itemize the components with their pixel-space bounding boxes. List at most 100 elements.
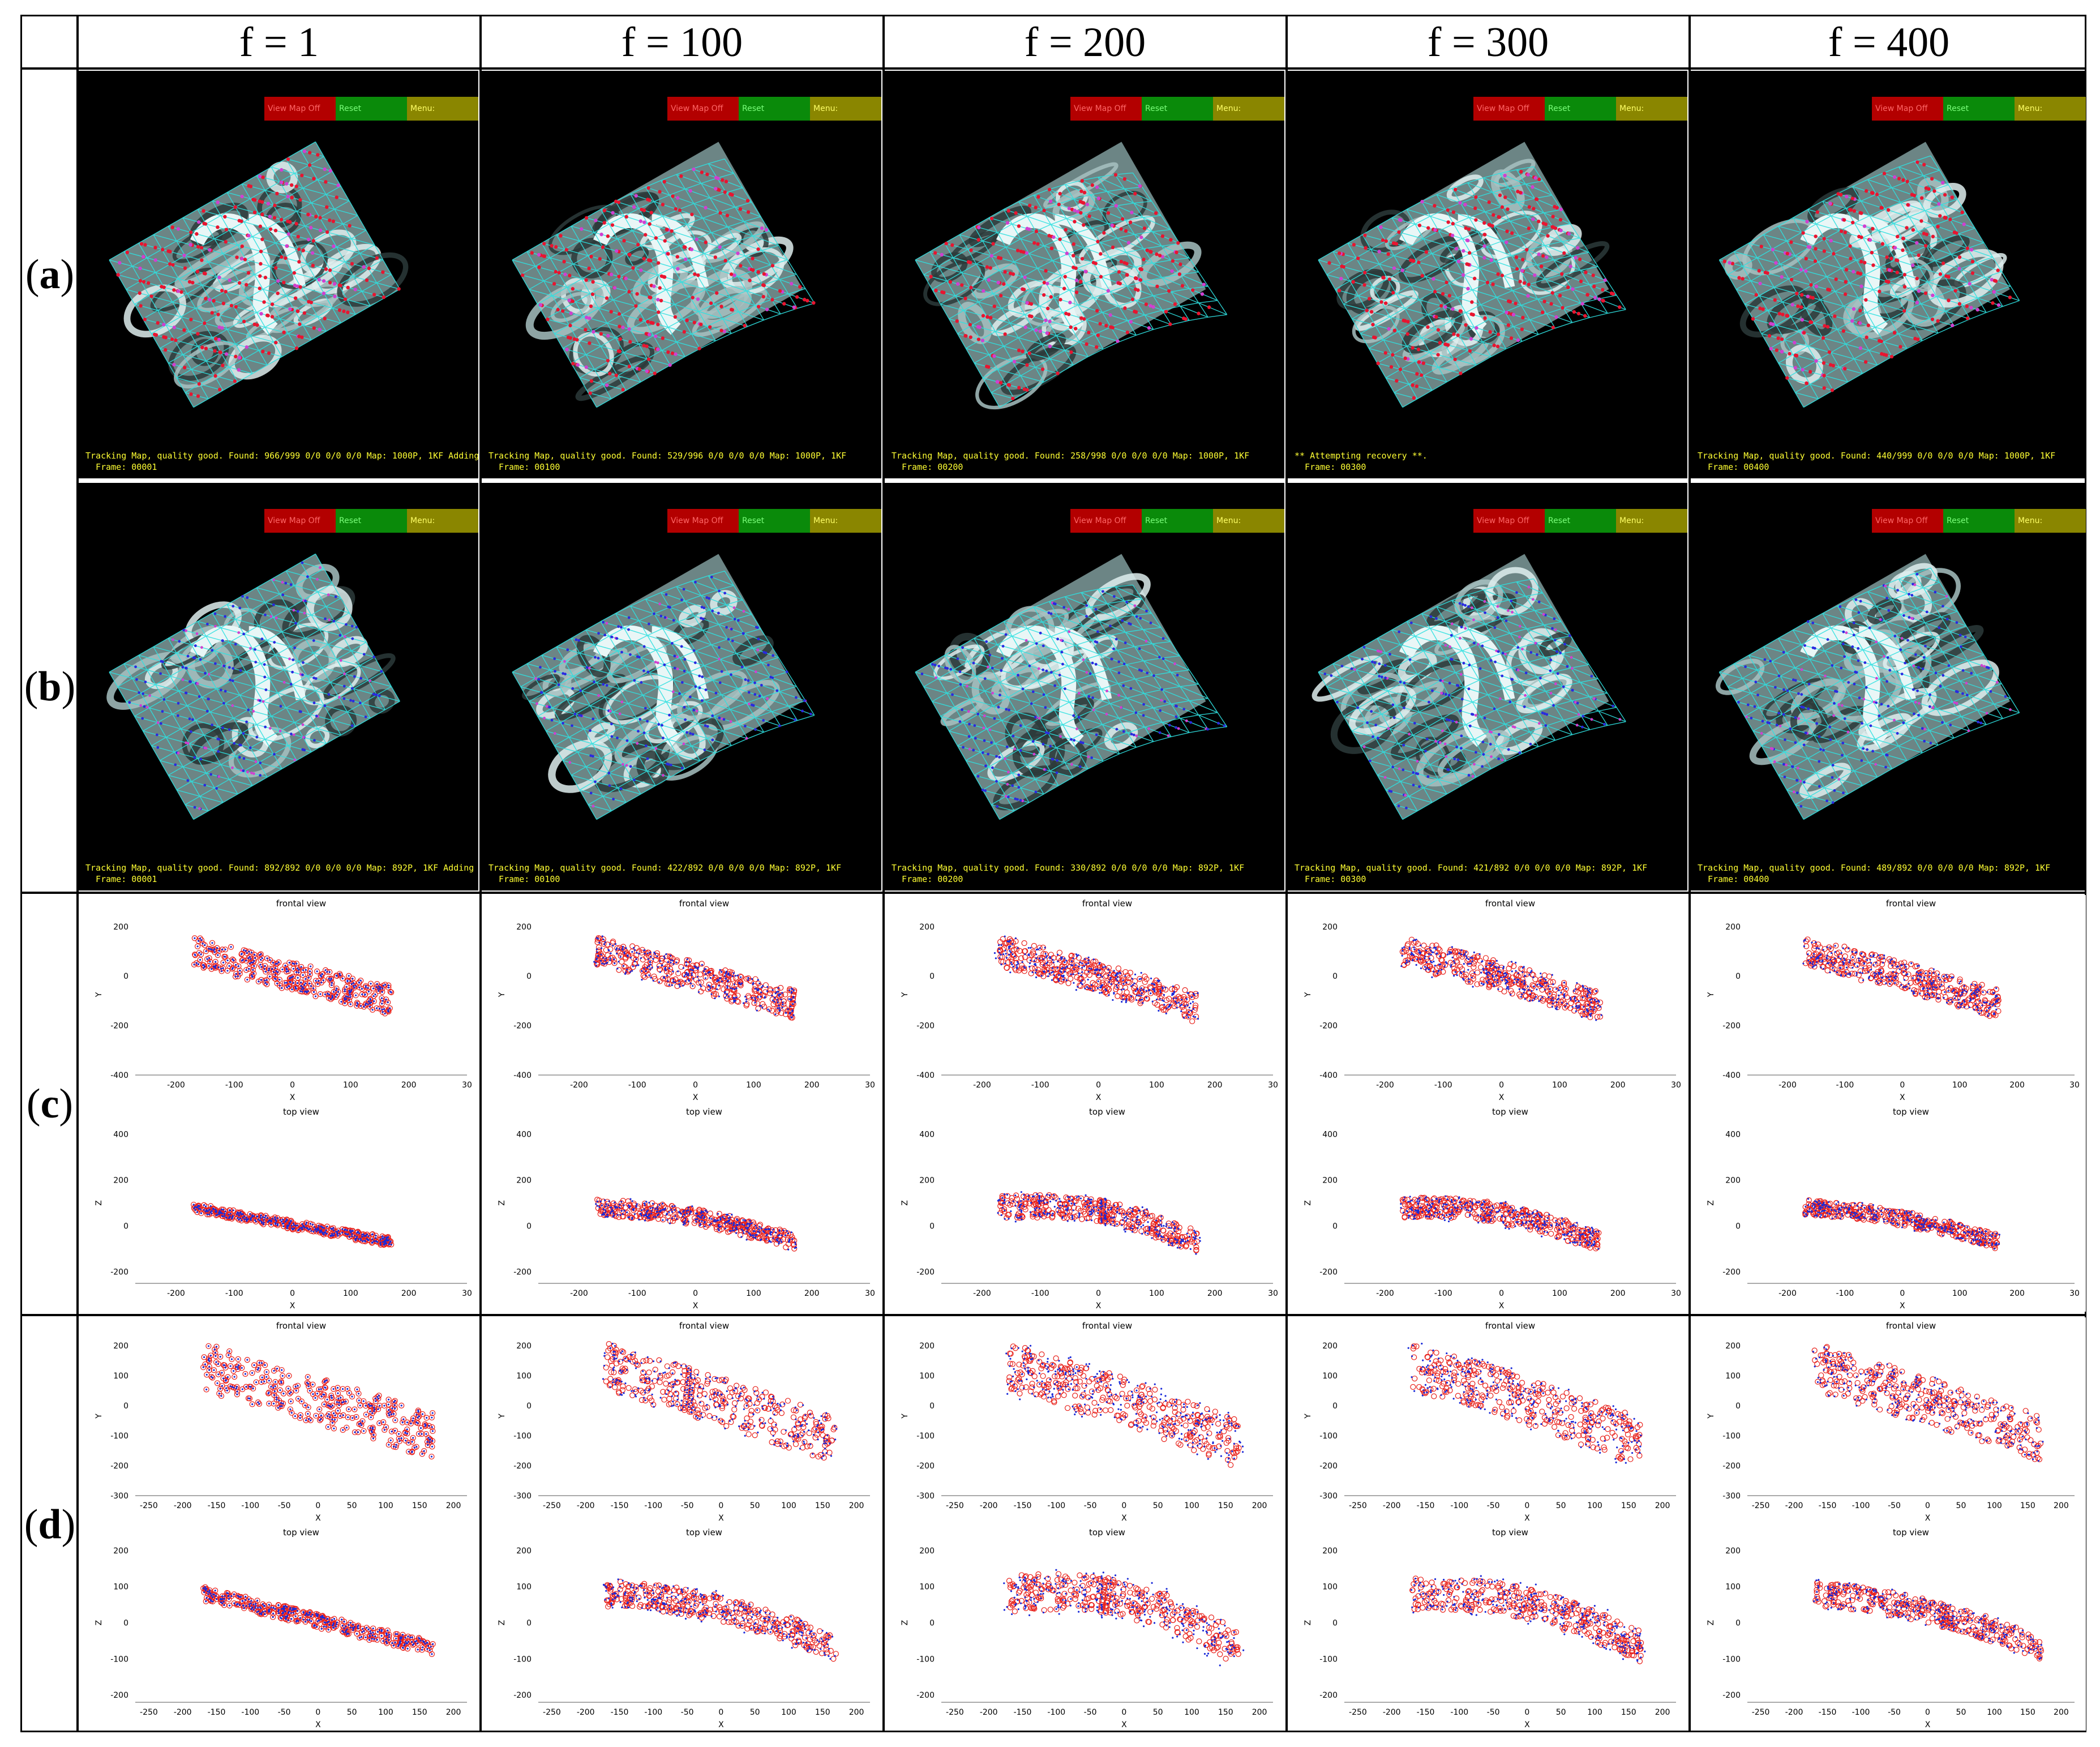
- menu-button[interactable]: Menu:: [2015, 509, 2086, 533]
- data-point-blue: [1507, 988, 1510, 990]
- data-point-red: [306, 1226, 312, 1233]
- reset-button[interactable]: Reset: [1943, 509, 2015, 533]
- data-point-red: [1552, 987, 1558, 993]
- data-point-blue: [777, 1007, 779, 1009]
- data-point-blue: [602, 938, 605, 941]
- data-point-blue: [640, 1209, 642, 1211]
- view-map-button[interactable]: View Map Off: [667, 509, 739, 533]
- data-point-blue: [1467, 963, 1469, 965]
- menu-button[interactable]: Menu:: [1213, 97, 1284, 121]
- data-point-blue: [1197, 992, 1199, 994]
- view-map-button[interactable]: View Map Off: [1473, 97, 1545, 121]
- data-point-blue: [598, 1206, 601, 1208]
- data-point-blue: [772, 1237, 774, 1239]
- data-point-blue: [381, 1235, 384, 1238]
- menu-button[interactable]: Menu:: [407, 97, 478, 121]
- data-point-blue: [998, 944, 1000, 947]
- reset-button[interactable]: Reset: [336, 509, 407, 533]
- data-point-blue: [1413, 948, 1416, 950]
- data-point-red: [1104, 991, 1110, 997]
- data-point-blue: [202, 943, 204, 945]
- reset-button[interactable]: Reset: [739, 509, 810, 533]
- data-point-blue: [209, 1205, 212, 1208]
- view-map-button[interactable]: View Map Off: [1473, 509, 1545, 533]
- data-point-red: [1094, 1218, 1100, 1224]
- view-map-button[interactable]: View Map Off: [264, 509, 336, 533]
- data-point-blue: [348, 975, 350, 977]
- data-point-red: [385, 1008, 391, 1014]
- menu-button[interactable]: Menu:: [1213, 509, 1284, 533]
- y-tick-label: -200: [916, 1022, 935, 1031]
- data-point-blue: [1002, 1202, 1004, 1205]
- data-point-blue: [292, 967, 294, 970]
- view-map-button[interactable]: View Map Off: [264, 97, 336, 121]
- reset-button[interactable]: Reset: [739, 97, 810, 121]
- data-point-blue: [640, 1213, 642, 1215]
- data-point-red: [616, 967, 622, 973]
- data-point-blue: [311, 1223, 314, 1226]
- reset-button[interactable]: Reset: [1545, 509, 1616, 533]
- x-tick-label: 100: [343, 1081, 358, 1090]
- data-point-blue: [772, 1228, 774, 1231]
- x-tick-label: 200: [804, 1289, 820, 1298]
- view-map-button[interactable]: View Map Off: [1872, 509, 1943, 533]
- reset-button[interactable]: Reset: [1142, 509, 1213, 533]
- data-point-blue: [1087, 956, 1090, 958]
- menu-button[interactable]: Menu:: [2015, 97, 2086, 121]
- data-point-blue: [364, 994, 366, 996]
- data-point-red: [272, 972, 278, 978]
- menu-button[interactable]: Menu:: [1616, 509, 1687, 533]
- data-point-red: [1529, 982, 1536, 988]
- data-point-red: [610, 1200, 617, 1206]
- reset-button[interactable]: Reset: [1545, 97, 1616, 121]
- data-point-blue: [326, 1226, 328, 1228]
- data-point-blue: [1450, 966, 1452, 968]
- data-point-blue: [205, 1209, 208, 1211]
- view-map-button[interactable]: View Map Off: [1070, 97, 1142, 121]
- menu-button[interactable]: Menu:: [407, 509, 478, 533]
- data-point-blue: [1064, 957, 1066, 960]
- data-point-blue: [1468, 980, 1470, 983]
- data-point-blue: [745, 1000, 748, 1003]
- data-point-blue: [648, 974, 650, 977]
- data-point-blue: [1561, 1001, 1563, 1004]
- data-point-blue: [1585, 1016, 1588, 1018]
- data-point-blue: [646, 952, 649, 954]
- data-point-blue: [387, 1010, 389, 1012]
- data-point-red: [687, 965, 694, 971]
- data-point-red: [1120, 1210, 1126, 1216]
- x-tick-label: -100: [225, 1081, 243, 1090]
- view-map-button[interactable]: View Map Off: [1872, 97, 1943, 121]
- data-point-blue: [698, 1220, 701, 1222]
- data-point-blue: [1090, 984, 1092, 986]
- data-point-red: [1078, 1195, 1085, 1202]
- data-point-blue: [253, 953, 256, 956]
- data-point-blue: [220, 967, 222, 970]
- data-point-blue: [1576, 1007, 1579, 1009]
- data-point-blue: [275, 978, 277, 980]
- reset-button[interactable]: Reset: [1142, 97, 1213, 121]
- data-point-blue: [1113, 1204, 1116, 1206]
- data-point-blue: [712, 986, 714, 988]
- data-point-blue: [790, 998, 792, 1000]
- data-point-red: [1079, 1216, 1085, 1222]
- menu-button[interactable]: Menu:: [1616, 97, 1687, 121]
- data-point-blue: [1521, 980, 1523, 983]
- data-point-blue: [1482, 983, 1485, 985]
- tracking-status-text: Tracking Map, quality good. Found: 330/8…: [892, 863, 1245, 873]
- reset-button[interactable]: Reset: [336, 97, 407, 121]
- data-point-blue: [259, 1217, 262, 1219]
- data-point-red: [252, 955, 258, 961]
- y-tick-label: 400: [1322, 1130, 1338, 1139]
- data-point-blue: [1107, 969, 1109, 971]
- view-map-button[interactable]: View Map Off: [1070, 509, 1142, 533]
- data-point-blue: [607, 949, 610, 951]
- menu-button[interactable]: Menu:: [810, 97, 881, 121]
- data-point-blue: [1034, 1208, 1036, 1210]
- data-point-blue: [328, 971, 331, 973]
- view-map-button[interactable]: View Map Off: [667, 97, 739, 121]
- menu-button[interactable]: Menu:: [810, 509, 881, 533]
- data-point-blue: [1142, 1224, 1145, 1226]
- reset-button[interactable]: Reset: [1943, 97, 2015, 121]
- data-point-blue: [1145, 1214, 1147, 1217]
